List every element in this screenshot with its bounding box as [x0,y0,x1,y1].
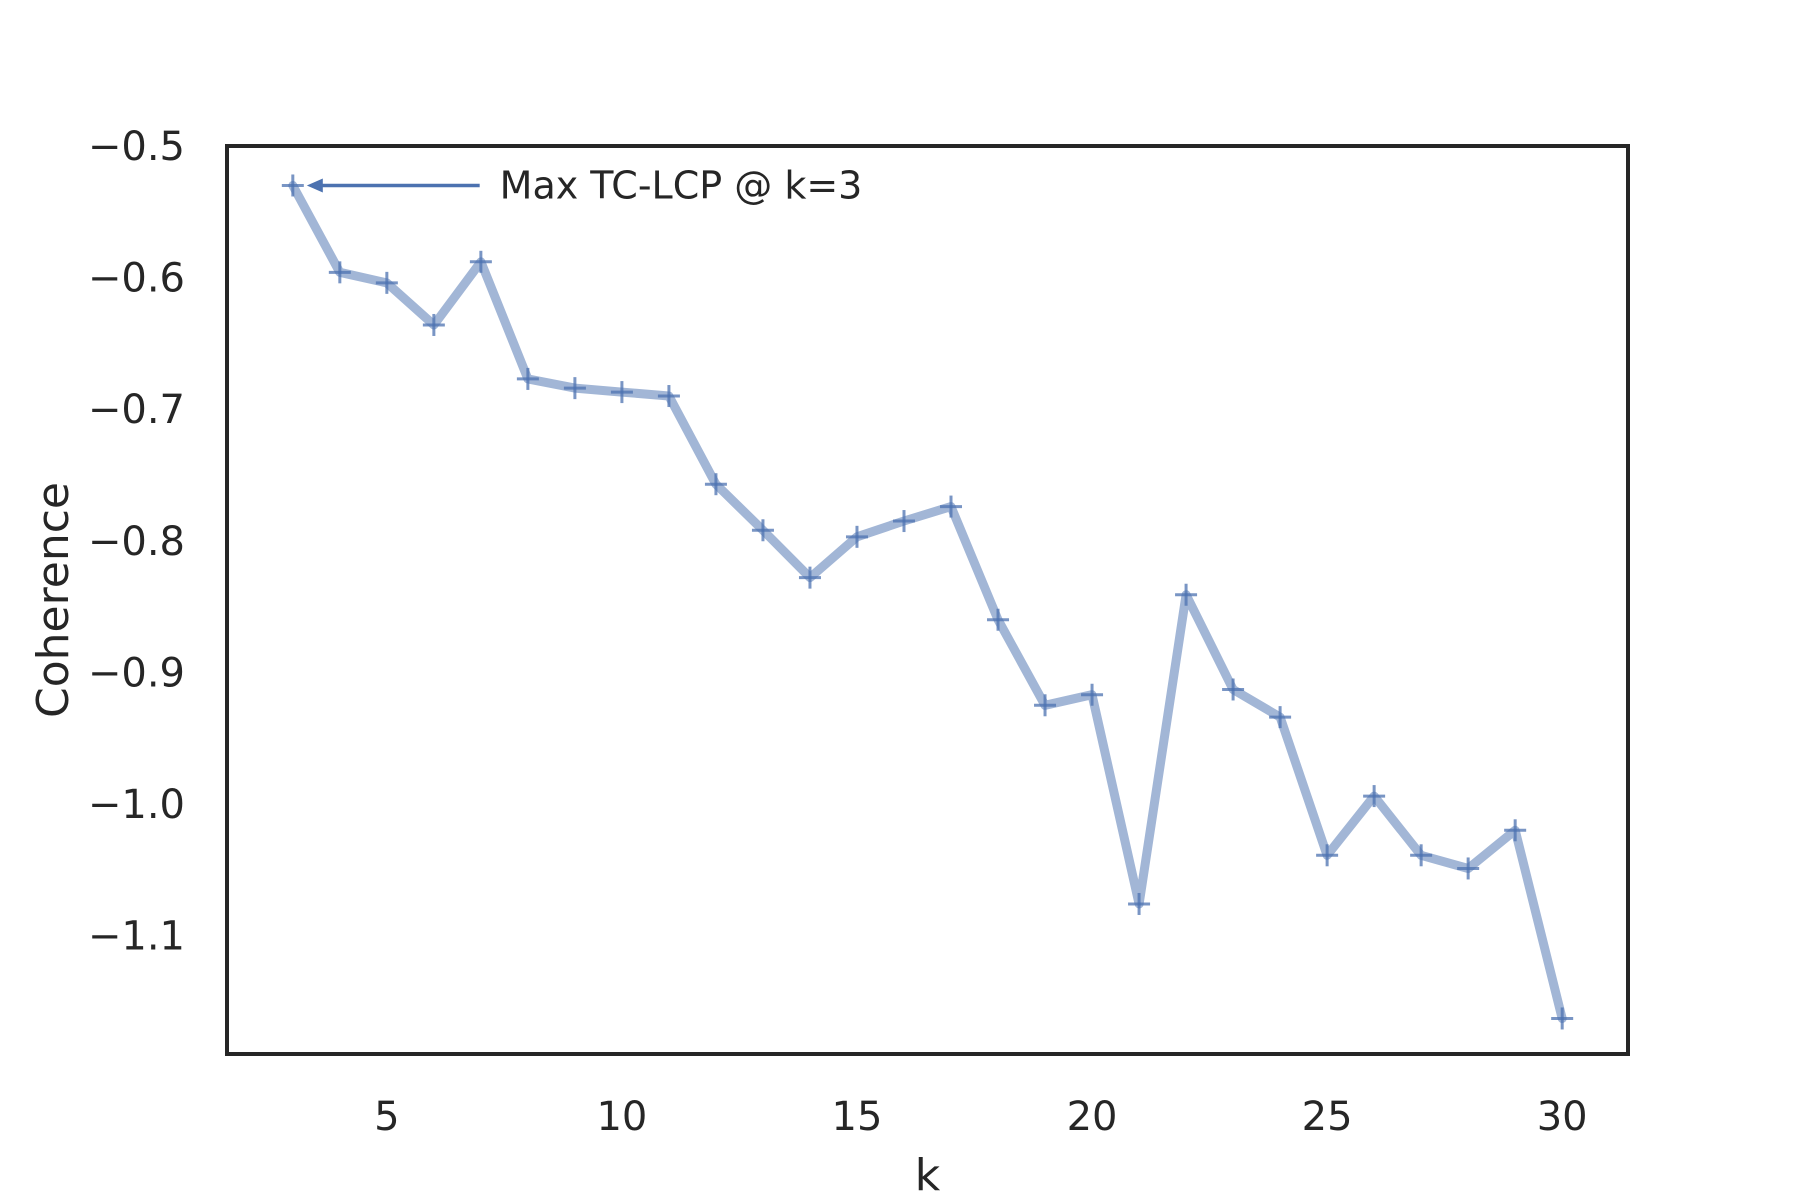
data-point [422,313,445,336]
data-point [610,381,633,404]
data-point [1222,678,1245,701]
x-tick-label: 20 [1067,1094,1118,1140]
data-point [1269,706,1292,729]
data-point [845,525,868,548]
y-tick-label: −0.6 [88,256,185,302]
data-point [328,261,351,284]
data-point [1081,683,1104,706]
x-tick-label: 5 [374,1094,399,1140]
y-axis-ticks: −0.5 −0.6 −0.7 −0.8 −0.9 −1.0 −1.1 [88,124,185,960]
x-axis-ticks: 5 10 15 20 25 30 [374,1094,1588,1140]
data-point [798,566,821,589]
x-tick-label: 30 [1537,1094,1588,1140]
y-tick-label: −1.0 [88,782,185,828]
data-point [1034,694,1057,717]
y-tick-label: −1.1 [88,914,185,960]
data-point [1551,1007,1574,1030]
annotation-arrow-head [306,178,323,193]
plot-frame [225,144,1630,1056]
annotation-layer: Max TC-LCP @ k=3 [306,163,863,207]
data-point [987,608,1010,631]
x-axis-label: k [915,1150,941,1200]
x-tick-label: 15 [832,1094,883,1140]
data-point [375,271,398,294]
data-point [704,473,727,496]
y-tick-label: −0.9 [88,650,185,696]
data-point [1128,892,1151,915]
y-tick-label: −0.5 [88,124,185,170]
data-point [1504,819,1527,842]
data-point [1363,785,1386,808]
data-point [892,510,915,533]
data-point [563,377,586,400]
data-point [751,519,774,542]
series-layer [281,174,1574,1030]
data-point [469,250,492,273]
data-point [281,174,304,197]
data-point [1316,844,1339,867]
data-point [516,367,539,390]
y-axis-label: Coherence [28,482,79,718]
annotation-text: Max TC-LCP @ k=3 [500,163,863,207]
y-tick-label: −0.7 [88,387,185,433]
y-tick-label: −0.8 [88,519,185,565]
data-point [940,495,963,518]
data-point [1175,583,1198,606]
x-tick-label: 10 [596,1094,647,1140]
x-tick-label: 25 [1302,1094,1353,1140]
data-point [1457,857,1480,880]
series-line [288,181,1567,1023]
data-point [657,385,680,408]
data-point [1410,844,1433,867]
